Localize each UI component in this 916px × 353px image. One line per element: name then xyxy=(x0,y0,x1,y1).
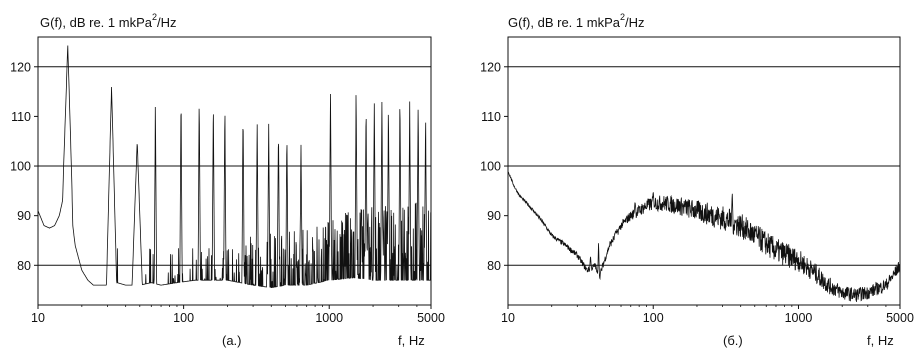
y-tick-label-90: 90 xyxy=(17,209,31,223)
x-tick-label-100: 100 xyxy=(643,311,664,325)
chart-a-plot-frame xyxy=(37,36,432,306)
y-tick-label-110: 110 xyxy=(481,110,501,124)
chart-a-x-tick-labels: 10 100 1000 5000 xyxy=(31,305,445,325)
chart-a-panel-label: (a.) xyxy=(222,333,242,348)
y-tick-label-110: 110 xyxy=(11,110,31,124)
chart-b-y-tick-labels: 80 90 100 110 120 xyxy=(480,60,508,273)
x-tick-label-1000: 1000 xyxy=(785,311,813,325)
y-tick-label-80: 80 xyxy=(17,259,31,273)
chart-a-ylabel: G(f), dB re. 1 mkPa2/Hz xyxy=(40,12,177,30)
y-tick-label-100: 100 xyxy=(480,160,501,174)
x-tick-label-10: 10 xyxy=(31,311,45,325)
y-tick-label-80: 80 xyxy=(487,259,501,273)
chart-b-ylabel: G(f), dB re. 1 mkPa2/Hz xyxy=(508,12,645,30)
chart-a: G(f), dB re. 1 mkPa2/Hz 80 90 100 110 120 10… xyxy=(10,12,445,348)
chart-b-series-line xyxy=(507,171,901,303)
y-tick-label-100: 100 xyxy=(10,160,31,174)
x-tick-label-10: 10 xyxy=(501,311,515,325)
chart-b: G(f), dB re. 1 mkPa2/Hz 80 90 100 110 120 10… xyxy=(480,12,914,348)
chart-b-xlabel: f, Hz xyxy=(867,333,894,348)
chart-b-plot-frame xyxy=(507,36,901,306)
x-tick-label-100: 100 xyxy=(173,311,194,325)
chart-a-y-tick-labels: 80 90 100 110 120 xyxy=(10,60,38,273)
chart-b-gridlines xyxy=(508,66,900,266)
x-tick-label-1000: 1000 xyxy=(315,311,343,325)
x-tick-label-5000: 5000 xyxy=(417,311,445,325)
y-tick-label-120: 120 xyxy=(10,60,31,74)
x-tick-label-5000: 5000 xyxy=(886,311,914,325)
chart-a-series-line xyxy=(37,45,432,288)
chart-a-xlabel: f, Hz xyxy=(398,333,425,348)
y-tick-label-120: 120 xyxy=(480,60,501,74)
y-tick-label-90: 90 xyxy=(487,209,501,223)
chart-b-panel-label: (б.) xyxy=(723,333,743,348)
chart-b-x-tick-labels: 10 100 1000 5000 xyxy=(501,305,914,325)
